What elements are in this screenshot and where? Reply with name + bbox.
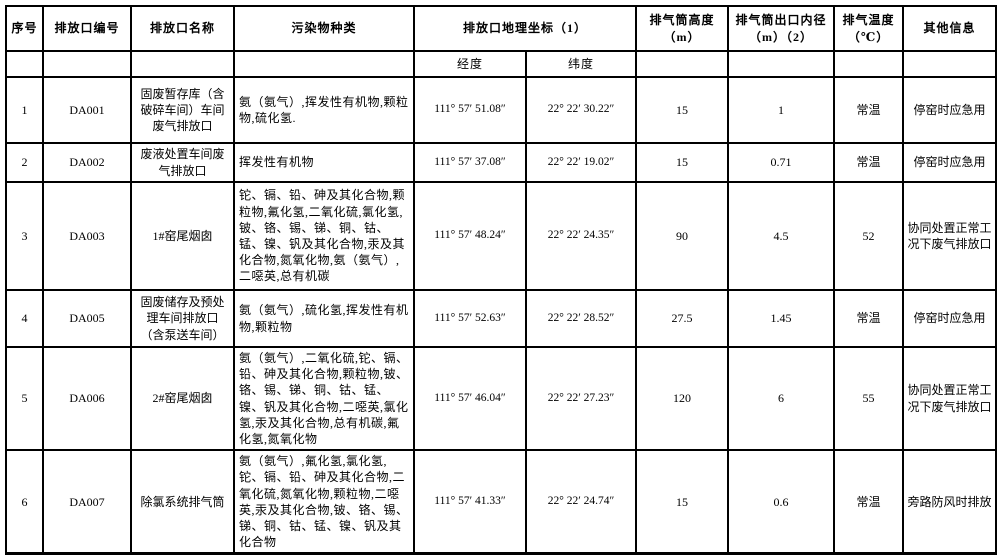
- header-other-info-sub: [902, 50, 998, 78]
- table-row: 6 DA007 除氯系统排气筒 氨（氨气）,氟化氢,氯化氢,铊、镉、铅、砷及其化…: [5, 449, 998, 555]
- header-no: 序号: [5, 5, 44, 52]
- cell-no: 2: [5, 142, 44, 183]
- header-coordinates: 排放口地理坐标（1）: [412, 5, 638, 52]
- cell-temperature: 常温: [833, 142, 905, 183]
- header-outlet-diameter-sub: [727, 50, 836, 78]
- cell-outlet-diameter: 1.45: [727, 289, 836, 348]
- cell-outlet-diameter: 1: [727, 76, 836, 144]
- cell-latitude: 22° 22′ 19.02″: [524, 142, 638, 183]
- cell-pollutants: 氨（氨气）,硫化氢,挥发性有机物,颗粒物: [233, 289, 415, 348]
- header-latitude: 纬度: [524, 50, 638, 78]
- cell-pollutants: 氨（氨气）,氟化氢,氯化氢,铊、镉、铅、砷及其化合物,二氧化硫,氮氧化物,颗粒物…: [233, 449, 415, 555]
- cell-outlet-id: DA002: [42, 142, 132, 183]
- cell-longitude: 111° 57′ 46.04″: [413, 345, 527, 452]
- cell-no: 5: [5, 345, 44, 452]
- cell-outlet-diameter: 4.5: [727, 181, 836, 291]
- cell-other-info: 停窑时应急用: [902, 142, 998, 183]
- cell-longitude: 111° 57′ 48.24″: [413, 181, 527, 291]
- cell-outlet-name: 除氯系统排气筒: [130, 449, 235, 555]
- cell-latitude: 22° 22′ 27.23″: [524, 345, 638, 452]
- table-row: 2 DA002 废液处置车间废气排放口 挥发性有机物 111° 57′ 37.0…: [5, 142, 998, 183]
- cell-stack-height: 15: [635, 449, 730, 555]
- cell-longitude: 111° 57′ 52.63″: [413, 289, 527, 348]
- header-outlet-id-sub: [42, 50, 132, 78]
- header-outlet-name-sub: [130, 50, 235, 78]
- cell-outlet-id: DA007: [42, 449, 132, 555]
- header-longitude: 经度: [413, 50, 527, 78]
- cell-outlet-name: 固废暂存库（含破碎车间）车间废气排放口: [130, 76, 235, 144]
- header-outlet-id: 排放口编号: [42, 5, 132, 52]
- cell-other-info: 协同处置正常工况下废气排放口: [902, 181, 998, 291]
- cell-pollutants: 氨（氨气）,二氧化硫,铊、镉、铅、砷及其化合物,颗粒物,铍、铬、锡、锑、铜、钴、…: [233, 345, 415, 452]
- cell-longitude: 111° 57′ 37.08″: [413, 142, 527, 183]
- header-pollutants-sub: [233, 50, 415, 78]
- cell-no: 6: [5, 449, 44, 555]
- cell-stack-height: 90: [635, 181, 730, 291]
- table-row: 4 DA005 固废储存及预处理车间排放口（含泵送车间） 氨（氨气）,硫化氢,挥…: [5, 289, 998, 348]
- cell-stack-height: 15: [635, 142, 730, 183]
- header-stack-height: 排气筒高度 （m）: [635, 5, 730, 52]
- cell-outlet-name: 固废储存及预处理车间排放口（含泵送车间）: [130, 289, 235, 348]
- cell-latitude: 22° 22′ 24.74″: [524, 449, 638, 555]
- cell-other-info: 旁路防风时排放: [902, 449, 998, 555]
- header-pollutants: 污染物种类: [233, 5, 415, 52]
- cell-pollutants: 铊、镉、铅、砷及其化合物,颗粒物,氟化氢,二氧化硫,氯化氢,铍、铬、锡、锑、铜、…: [233, 181, 415, 291]
- cell-temperature: 常温: [833, 449, 905, 555]
- cell-longitude: 111° 57′ 51.08″: [413, 76, 527, 144]
- cell-pollutants: 挥发性有机物: [233, 142, 415, 183]
- cell-other-info: 停窑时应急用: [902, 289, 998, 348]
- cell-stack-height: 27.5: [635, 289, 730, 348]
- cell-outlet-id: DA006: [42, 345, 132, 452]
- cell-pollutants: 氨（氨气）,挥发性有机物,颗粒物,硫化氢.: [233, 76, 415, 144]
- cell-temperature: 52: [833, 181, 905, 291]
- cell-no: 4: [5, 289, 44, 348]
- cell-outlet-diameter: 0.6: [727, 449, 836, 555]
- cell-stack-height: 120: [635, 345, 730, 452]
- cell-no: 3: [5, 181, 44, 291]
- table-row: 5 DA006 2#窑尾烟囱 氨（氨气）,二氧化硫,铊、镉、铅、砷及其化合物,颗…: [5, 345, 998, 452]
- cell-temperature: 55: [833, 345, 905, 452]
- cell-temperature: 常温: [833, 289, 905, 348]
- cell-outlet-id: DA001: [42, 76, 132, 144]
- cell-outlet-id: DA005: [42, 289, 132, 348]
- cell-other-info: 协同处置正常工况下废气排放口: [902, 345, 998, 452]
- header-other-info: 其他信息: [902, 5, 998, 52]
- cell-stack-height: 15: [635, 76, 730, 144]
- header-temperature-sub: [833, 50, 905, 78]
- header-temperature: 排气温度 （℃）: [833, 5, 905, 52]
- cell-latitude: 22° 22′ 24.35″: [524, 181, 638, 291]
- header-no-sub: [5, 50, 44, 78]
- cell-temperature: 常温: [833, 76, 905, 144]
- cell-outlet-name: 废液处置车间废气排放口: [130, 142, 235, 183]
- emission-outlet-table: 序号 排放口编号 排放口名称 污染物种类 排放口地理坐标（1） 排气筒高度 （m…: [5, 5, 998, 555]
- cell-longitude: 111° 57′ 41.33″: [413, 449, 527, 555]
- header-stack-height-sub: [635, 50, 730, 78]
- cell-outlet-diameter: 6: [727, 345, 836, 452]
- cell-other-info: 停窑时应急用: [902, 76, 998, 144]
- cell-outlet-id: DA003: [42, 181, 132, 291]
- cell-outlet-name: 2#窑尾烟囱: [130, 345, 235, 452]
- cell-latitude: 22° 22′ 28.52″: [524, 289, 638, 348]
- header-outlet-diameter: 排气筒出口内径 （m）（2）: [727, 5, 836, 52]
- table-row: 1 DA001 固废暂存库（含破碎车间）车间废气排放口 氨（氨气）,挥发性有机物…: [5, 76, 998, 144]
- header-outlet-name: 排放口名称: [130, 5, 235, 52]
- cell-latitude: 22° 22′ 30.22″: [524, 76, 638, 144]
- cell-no: 1: [5, 76, 44, 144]
- table-row: 3 DA003 1#窑尾烟囱 铊、镉、铅、砷及其化合物,颗粒物,氟化氢,二氧化硫…: [5, 181, 998, 291]
- cell-outlet-diameter: 0.71: [727, 142, 836, 183]
- cell-outlet-name: 1#窑尾烟囱: [130, 181, 235, 291]
